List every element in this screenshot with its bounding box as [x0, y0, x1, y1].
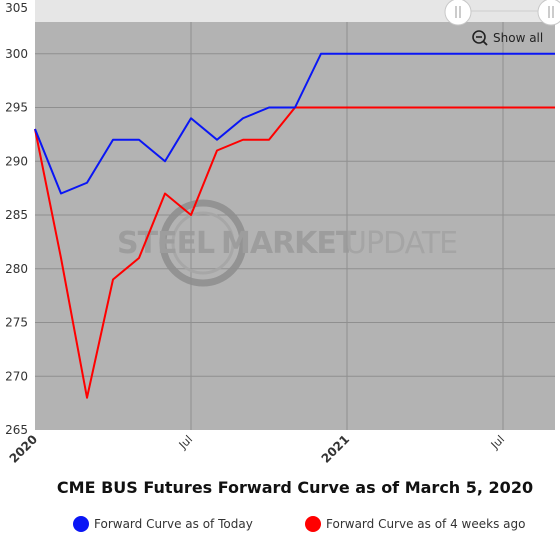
legend-marker[interactable]	[73, 516, 89, 532]
x-tick-label: 2020	[7, 432, 41, 466]
legend: Forward Curve as of Today Forward Curve a…	[73, 516, 525, 532]
watermark-ring-inner	[171, 211, 235, 275]
vertical-gridlines	[190, 22, 504, 430]
x-axis-labels: 2020 Jul 2021 Jul	[7, 432, 508, 466]
show-all-button[interactable]: Show all	[472, 30, 543, 46]
y-tick-label: 280	[5, 262, 28, 276]
legend-item-label[interactable]: Forward Curve as of 4 weeks ago	[326, 517, 525, 531]
watermark-text-market: MARKET	[221, 226, 357, 261]
y-tick-label: 300	[5, 47, 28, 61]
legend-item-label[interactable]: Forward Curve as of Today	[94, 517, 253, 531]
x-tick-label: 2021	[319, 432, 353, 466]
y-tick-label: 295	[5, 101, 28, 115]
magnifier-minus-icon	[472, 30, 488, 46]
series-layer	[34, 52, 555, 399]
y-axis-labels: 305 300 295 290 285 280 275 270 265	[5, 1, 28, 437]
y-tick-label: 305	[5, 1, 28, 15]
series-line-today[interactable]	[34, 52, 555, 195]
x-tick-label: Jul	[488, 433, 507, 452]
navigator-strip[interactable]	[35, 0, 555, 22]
navigator-left-handle[interactable]	[444, 0, 472, 26]
x-tick-label: Jul	[176, 433, 195, 452]
watermark-text-update: UPDATE	[345, 226, 457, 261]
y-tick-label: 290	[5, 154, 28, 168]
steel-market-update-watermark: STEEL MARKET UPDATE	[117, 199, 458, 287]
y-tick-label: 285	[5, 208, 28, 222]
y-tick-label: 270	[5, 369, 28, 383]
chart-title: CME BUS Futures Forward Curve as of Marc…	[57, 478, 533, 497]
watermark-text-steel: STEEL	[117, 226, 215, 261]
navigator-right-handle[interactable]	[537, 0, 560, 26]
y-tick-label: 275	[5, 316, 28, 330]
y-tick-label: 265	[5, 423, 28, 437]
legend-marker[interactable]	[305, 516, 321, 532]
watermark-ring-icon	[159, 199, 247, 287]
show-all-label: Show all	[493, 31, 543, 45]
